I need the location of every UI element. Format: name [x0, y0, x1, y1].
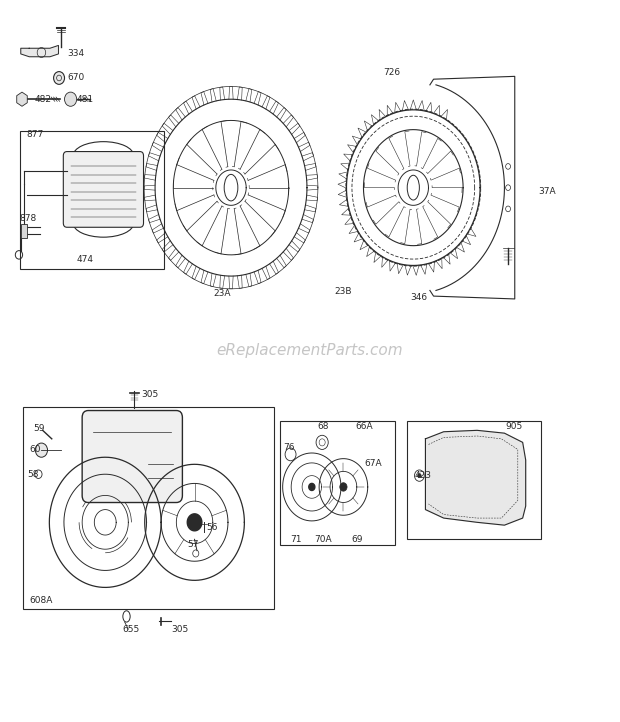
- Text: 70A: 70A: [314, 535, 332, 544]
- Polygon shape: [425, 430, 526, 525]
- Text: 58: 58: [27, 470, 38, 479]
- Polygon shape: [309, 484, 315, 490]
- FancyBboxPatch shape: [63, 152, 143, 227]
- Text: 305: 305: [141, 390, 158, 399]
- Circle shape: [64, 92, 77, 106]
- Text: 481: 481: [76, 95, 93, 104]
- Bar: [280, 421, 395, 545]
- Bar: [407, 421, 541, 539]
- Text: 305: 305: [172, 625, 188, 635]
- Circle shape: [35, 443, 48, 457]
- Text: 68: 68: [317, 422, 329, 430]
- Text: 71: 71: [291, 535, 302, 544]
- Text: 23B: 23B: [335, 287, 352, 296]
- Bar: [20, 131, 164, 269]
- Text: 67A: 67A: [365, 459, 383, 468]
- Text: 37A: 37A: [538, 187, 556, 196]
- Circle shape: [417, 474, 421, 478]
- Text: 60: 60: [29, 445, 41, 454]
- Text: 334: 334: [67, 49, 84, 58]
- Polygon shape: [21, 45, 58, 57]
- Polygon shape: [187, 514, 202, 531]
- Text: 726: 726: [383, 68, 400, 77]
- Bar: [23, 407, 273, 609]
- Text: 56: 56: [206, 523, 218, 532]
- Text: 482: 482: [34, 95, 51, 104]
- Bar: [21, 224, 27, 238]
- Text: eReplacementParts.com: eReplacementParts.com: [216, 343, 404, 358]
- Text: 66A: 66A: [355, 422, 373, 430]
- FancyBboxPatch shape: [82, 411, 182, 503]
- Text: 608A: 608A: [29, 596, 53, 604]
- Text: 69: 69: [352, 535, 363, 544]
- Circle shape: [340, 483, 347, 491]
- Text: 878: 878: [20, 214, 37, 222]
- Text: 23A: 23A: [213, 290, 231, 298]
- Text: 59: 59: [33, 424, 45, 432]
- Circle shape: [53, 71, 64, 84]
- Text: 670: 670: [67, 73, 84, 82]
- Circle shape: [37, 48, 46, 58]
- Text: 474: 474: [77, 256, 94, 264]
- Text: 57: 57: [187, 541, 199, 549]
- Text: 76: 76: [283, 443, 294, 452]
- Text: 905: 905: [506, 422, 523, 430]
- Text: 877: 877: [27, 130, 44, 139]
- Text: 346: 346: [410, 293, 427, 302]
- Text: 423: 423: [415, 471, 432, 480]
- Text: 655: 655: [123, 625, 140, 635]
